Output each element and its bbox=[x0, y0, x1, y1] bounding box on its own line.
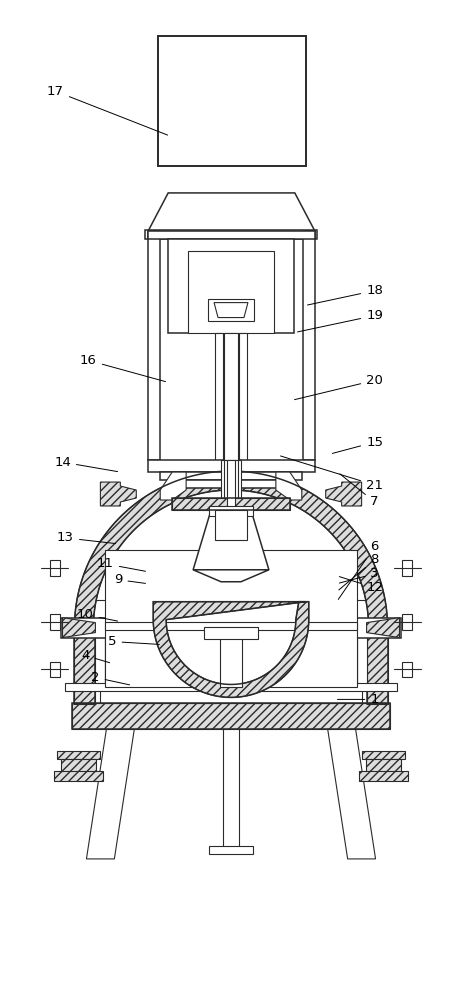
Bar bbox=[74, 628, 96, 704]
Bar bbox=[224, 333, 238, 460]
Bar bbox=[145, 230, 317, 239]
Bar bbox=[366, 628, 388, 704]
Bar bbox=[208, 299, 254, 321]
Text: 5: 5 bbox=[108, 635, 159, 648]
Bar bbox=[61, 618, 401, 638]
Bar bbox=[61, 759, 97, 779]
Text: 10: 10 bbox=[77, 608, 118, 621]
Bar bbox=[227, 460, 235, 510]
Bar bbox=[54, 771, 103, 781]
Bar bbox=[73, 703, 389, 729]
Text: 20: 20 bbox=[294, 374, 383, 400]
Bar bbox=[148, 460, 315, 472]
Bar bbox=[49, 614, 60, 630]
Bar bbox=[215, 333, 223, 460]
Polygon shape bbox=[100, 482, 136, 506]
Text: 16: 16 bbox=[80, 354, 165, 382]
Text: 15: 15 bbox=[332, 436, 383, 453]
Bar bbox=[362, 751, 406, 759]
Bar bbox=[402, 560, 413, 576]
Text: 19: 19 bbox=[298, 309, 383, 332]
Bar bbox=[168, 239, 294, 333]
Bar bbox=[105, 622, 357, 630]
Bar bbox=[73, 703, 389, 729]
Bar bbox=[365, 759, 401, 779]
Bar bbox=[402, 662, 413, 677]
Text: 11: 11 bbox=[97, 557, 146, 571]
Bar bbox=[223, 729, 239, 849]
Bar bbox=[49, 560, 60, 576]
Polygon shape bbox=[74, 471, 388, 628]
Polygon shape bbox=[276, 472, 302, 500]
Bar bbox=[65, 683, 397, 691]
Bar bbox=[96, 628, 105, 689]
Bar bbox=[220, 633, 242, 687]
Bar bbox=[366, 628, 388, 704]
Bar bbox=[49, 662, 60, 677]
Bar bbox=[209, 506, 253, 516]
Bar bbox=[239, 333, 247, 460]
Bar bbox=[100, 685, 362, 703]
Bar bbox=[148, 231, 315, 239]
Polygon shape bbox=[326, 482, 362, 506]
Bar bbox=[209, 846, 253, 854]
Polygon shape bbox=[193, 570, 269, 582]
Polygon shape bbox=[214, 303, 248, 318]
Bar bbox=[105, 628, 357, 689]
Text: 2: 2 bbox=[91, 671, 129, 685]
Bar bbox=[215, 510, 247, 540]
Text: 13: 13 bbox=[57, 531, 116, 544]
Text: 6: 6 bbox=[338, 540, 379, 599]
Polygon shape bbox=[328, 729, 376, 859]
Bar bbox=[224, 460, 238, 510]
Polygon shape bbox=[62, 618, 96, 638]
Bar bbox=[221, 460, 241, 510]
Bar bbox=[357, 628, 366, 689]
Text: 17: 17 bbox=[47, 85, 168, 135]
Text: 8: 8 bbox=[339, 553, 379, 590]
Bar bbox=[303, 231, 315, 460]
Polygon shape bbox=[86, 729, 134, 859]
Bar bbox=[204, 627, 258, 639]
Text: 7: 7 bbox=[340, 474, 379, 508]
Text: 1: 1 bbox=[337, 693, 379, 706]
Bar bbox=[160, 472, 302, 480]
Polygon shape bbox=[153, 602, 309, 697]
Polygon shape bbox=[160, 472, 186, 500]
Text: 4: 4 bbox=[81, 649, 109, 663]
Bar bbox=[172, 480, 290, 488]
Text: 18: 18 bbox=[308, 284, 383, 305]
Text: 3: 3 bbox=[340, 567, 379, 583]
Bar bbox=[359, 771, 408, 781]
Bar bbox=[74, 628, 96, 704]
Bar bbox=[105, 550, 357, 687]
Bar bbox=[56, 751, 100, 759]
Bar bbox=[402, 614, 413, 630]
Polygon shape bbox=[366, 618, 400, 638]
Text: 12: 12 bbox=[339, 577, 383, 594]
Bar bbox=[172, 498, 290, 510]
Text: 21: 21 bbox=[280, 456, 383, 492]
Bar bbox=[158, 36, 306, 166]
Polygon shape bbox=[148, 193, 315, 231]
Polygon shape bbox=[193, 510, 269, 570]
Bar bbox=[148, 231, 160, 460]
Bar bbox=[172, 498, 290, 510]
Text: 14: 14 bbox=[54, 456, 118, 472]
Bar bbox=[188, 251, 274, 333]
Text: 9: 9 bbox=[114, 573, 146, 586]
